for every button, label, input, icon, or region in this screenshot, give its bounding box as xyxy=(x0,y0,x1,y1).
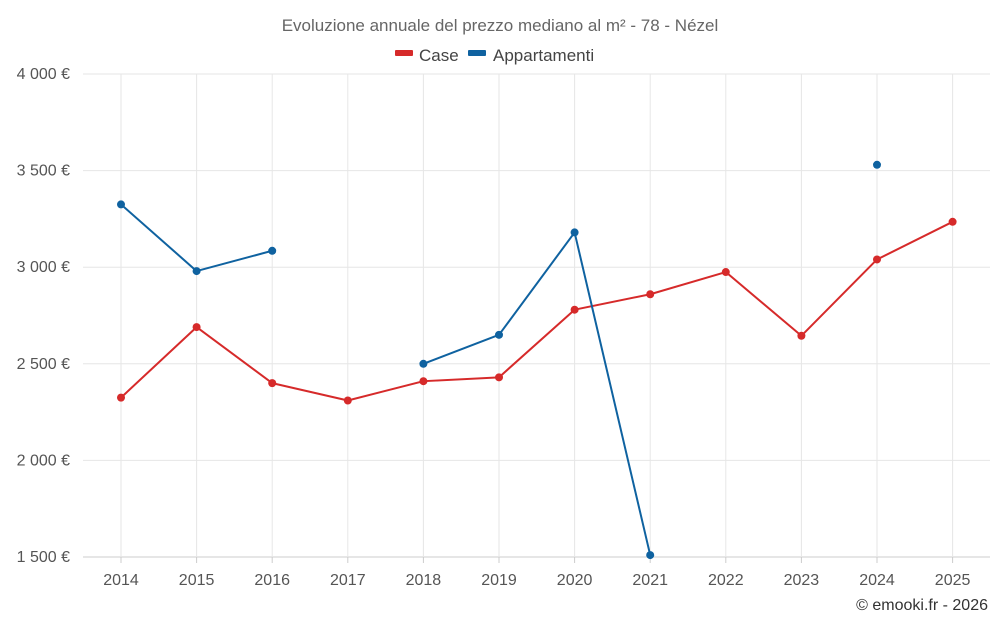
x-tick-label: 2023 xyxy=(784,572,820,589)
legend: Case Appartamenti xyxy=(395,46,594,65)
y-tick-label: 3 000 € xyxy=(17,259,70,276)
data-point-appartamenti[interactable] xyxy=(495,330,503,339)
legend-swatch-appartamenti[interactable] xyxy=(468,50,486,56)
y-axis: 1 500 € 2 000 € 2 500 € 3 000 € 3 500 € 4 000… xyxy=(17,66,70,566)
data-point-appartamenti[interactable] xyxy=(646,551,655,560)
chart-title: Evoluzione annuale del prezzo mediano al… xyxy=(282,16,719,35)
y-tick-label: 1 500 € xyxy=(17,549,70,566)
data-point-appartamenti[interactable] xyxy=(192,267,201,276)
y-tick-label: 4 000 € xyxy=(17,66,70,83)
data-point-case[interactable] xyxy=(343,396,352,405)
x-tick-label: 2018 xyxy=(406,572,442,589)
data-point-case[interactable] xyxy=(646,290,655,299)
x-tick-label: 2019 xyxy=(481,572,517,589)
y-tick-label: 2 500 € xyxy=(17,356,70,373)
data-point-appartamenti[interactable] xyxy=(268,246,277,255)
legend-label-case[interactable]: Case xyxy=(419,46,459,65)
series-line-case xyxy=(120,220,954,402)
x-axis: 2014 2015 2016 2017 2018 2019 2020 2021 2022 2023… xyxy=(103,557,970,589)
data-point-case[interactable] xyxy=(797,331,806,340)
data-point-case[interactable] xyxy=(873,255,881,264)
data-point-appartamenti[interactable] xyxy=(419,359,428,368)
data-point-case[interactable] xyxy=(419,377,428,386)
x-tick-label: 2014 xyxy=(103,572,139,589)
gridlines xyxy=(83,73,990,558)
data-point-appartamenti[interactable] xyxy=(117,200,125,209)
data-point-case[interactable] xyxy=(192,323,201,332)
x-tick-label: 2015 xyxy=(179,572,215,589)
x-tick-label: 2022 xyxy=(708,572,744,589)
data-point-case[interactable] xyxy=(570,305,579,314)
x-tick-label: 2016 xyxy=(254,572,290,589)
data-point-case[interactable] xyxy=(268,379,277,388)
credit-text: © emooki.fr - 2026 xyxy=(856,597,988,614)
x-tick-label: 2024 xyxy=(859,572,895,589)
x-tick-label: 2021 xyxy=(632,572,668,589)
x-tick-label: 2020 xyxy=(557,572,593,589)
series-layer xyxy=(117,160,957,560)
x-tick-label: 2025 xyxy=(935,572,971,589)
y-tick-label: 3 500 € xyxy=(17,163,70,180)
series-line-appartamenti xyxy=(423,231,652,556)
legend-swatch-case[interactable] xyxy=(395,50,413,56)
data-point-case[interactable] xyxy=(117,393,125,402)
x-tick-label: 2017 xyxy=(330,572,366,589)
legend-label-appartamenti[interactable]: Appartamenti xyxy=(493,46,594,65)
data-point-case[interactable] xyxy=(721,268,730,277)
data-point-case[interactable] xyxy=(495,373,503,382)
data-point-appartamenti[interactable] xyxy=(570,228,579,237)
y-tick-label: 2 000 € xyxy=(17,452,70,469)
data-point-appartamenti[interactable] xyxy=(873,160,881,169)
data-point-case[interactable] xyxy=(948,217,957,226)
